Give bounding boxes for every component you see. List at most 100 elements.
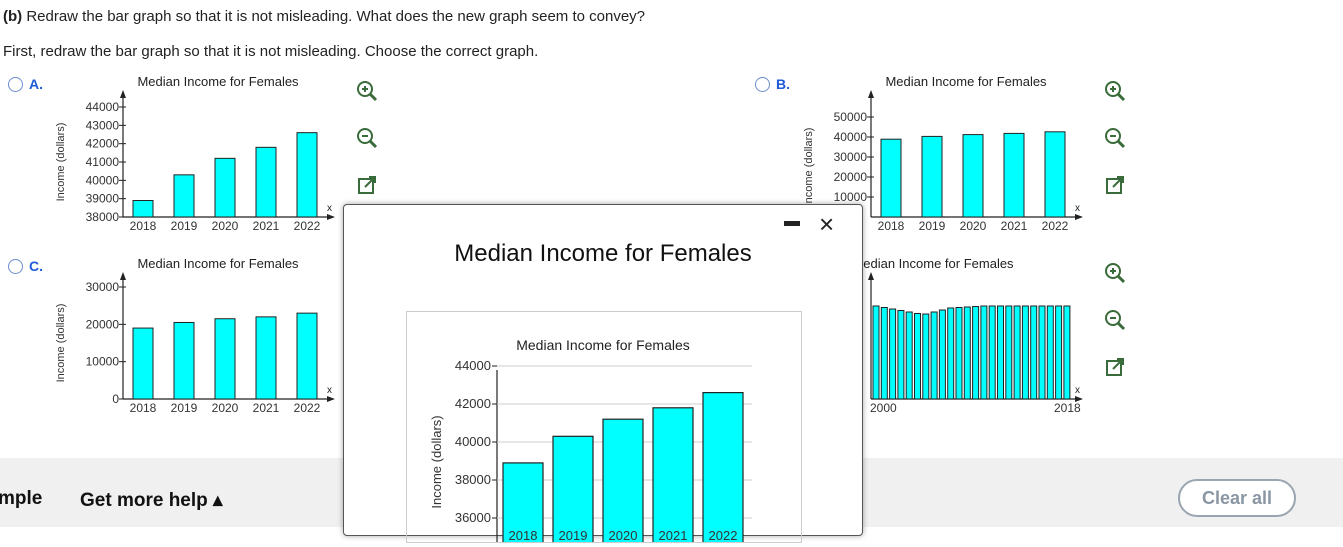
popup-bar bbox=[652, 407, 694, 547]
question-text: Redraw the bar graph so that it is not m… bbox=[26, 8, 646, 25]
y-tick-label: 39000 bbox=[86, 192, 120, 206]
popup-chart: Median Income for Females Income (dollars… bbox=[429, 337, 752, 547]
y-tick-label: 50000 bbox=[834, 110, 868, 124]
question-title: (b) Redraw the bar graph so that it is n… bbox=[3, 8, 645, 25]
x-tick-label: 2022 bbox=[1042, 219, 1069, 233]
clear-all-button[interactable]: Clear all bbox=[1178, 479, 1296, 517]
popout-icon[interactable] bbox=[1102, 354, 1128, 380]
bar bbox=[922, 313, 930, 400]
y-axis-label: Income (dollars) bbox=[55, 304, 67, 383]
bar bbox=[1021, 305, 1029, 400]
zoom-in-icon[interactable] bbox=[1102, 260, 1128, 286]
y-axis-arrow bbox=[868, 90, 874, 98]
bar bbox=[889, 308, 897, 400]
close-icon[interactable]: × bbox=[819, 209, 835, 239]
question-part: (b) bbox=[3, 8, 23, 25]
y-tick-label: 40000 bbox=[86, 173, 120, 187]
chart-title: Median Income for Females bbox=[885, 74, 1047, 89]
y-tick-label: 20000 bbox=[834, 170, 868, 184]
radio-b[interactable] bbox=[755, 76, 770, 92]
zoom-in-icon[interactable] bbox=[354, 78, 380, 104]
y-tick-label: 0 bbox=[112, 392, 119, 406]
option-b-label: B. bbox=[776, 76, 790, 92]
popup-x-tick-label: 2020 bbox=[609, 528, 638, 542]
y-axis-label: Income (dollars) bbox=[803, 128, 815, 207]
bar bbox=[1055, 305, 1063, 400]
chart-b-tools bbox=[1102, 78, 1130, 219]
x-axis-arrow bbox=[327, 214, 335, 220]
bar bbox=[872, 305, 880, 400]
x-axis-label: x bbox=[327, 385, 332, 396]
popup-y-tick-label: 40000 bbox=[455, 434, 491, 449]
bar bbox=[1005, 305, 1013, 400]
radio-c[interactable] bbox=[8, 258, 23, 274]
bar bbox=[296, 312, 318, 400]
x-tick-label: 2021 bbox=[253, 219, 280, 233]
bar bbox=[988, 305, 996, 400]
popup-bar bbox=[602, 418, 644, 547]
zoom-out-icon[interactable] bbox=[354, 125, 380, 151]
x-axis-arrow bbox=[327, 396, 335, 402]
option-b[interactable]: B. bbox=[755, 76, 790, 92]
get-more-help-button[interactable]: Get more help ▴ bbox=[80, 490, 223, 511]
y-tick-label: 10000 bbox=[834, 190, 868, 204]
popup-title: Median Income for Females bbox=[454, 240, 752, 267]
bar bbox=[296, 132, 318, 218]
x-tick-label: 2020 bbox=[960, 219, 987, 233]
chart-title: Median Income for Females bbox=[852, 256, 1014, 271]
x-tick-label: 2018 bbox=[130, 401, 157, 415]
bar bbox=[255, 146, 277, 218]
x-tick-label: 2020 bbox=[212, 219, 239, 233]
popout-icon[interactable] bbox=[354, 172, 380, 198]
chart-d-tools bbox=[1102, 260, 1130, 401]
bar bbox=[1063, 305, 1071, 400]
chart-b: Median Income for Females Income (dollars… bbox=[798, 72, 1098, 242]
chart-c: Median Income for Females Income (dollars… bbox=[50, 254, 350, 424]
popout-icon[interactable] bbox=[1102, 172, 1128, 198]
bar bbox=[214, 157, 236, 218]
bar bbox=[962, 134, 984, 218]
bar bbox=[214, 318, 236, 400]
bar bbox=[132, 327, 154, 400]
popup-y-tick-label: 44000 bbox=[455, 358, 491, 373]
x-axis-label: x bbox=[1075, 203, 1080, 214]
option-a[interactable]: A. bbox=[8, 76, 43, 92]
popup-x-tick-label: 2022 bbox=[709, 528, 738, 542]
y-tick-label: 30000 bbox=[86, 280, 120, 294]
popup-x-tick-label: 2019 bbox=[559, 528, 588, 542]
bar bbox=[997, 305, 1004, 400]
x-axis-label: x bbox=[1075, 385, 1080, 396]
y-tick-label: 42000 bbox=[86, 137, 120, 151]
bar bbox=[1030, 305, 1038, 400]
x-tick-label: 2022 bbox=[294, 219, 321, 233]
x-tick-label: 2018 bbox=[1054, 401, 1081, 415]
chart-popup-window: Median Income for Females × Median Incom… bbox=[343, 204, 863, 547]
bar bbox=[972, 306, 980, 400]
bar bbox=[980, 305, 988, 400]
y-tick-label: 43000 bbox=[86, 118, 120, 132]
view-example-link[interactable]: mple bbox=[0, 488, 43, 509]
popup-bar bbox=[552, 435, 594, 547]
y-tick-label: 30000 bbox=[834, 150, 868, 164]
minimize-icon[interactable] bbox=[784, 221, 800, 226]
x-tick-label: 2021 bbox=[253, 401, 280, 415]
x-axis-arrow bbox=[1075, 214, 1083, 220]
x-tick-label: 2022 bbox=[294, 401, 321, 415]
x-tick-label: 2020 bbox=[212, 401, 239, 415]
bar bbox=[1038, 305, 1046, 400]
zoom-out-icon[interactable] bbox=[1102, 307, 1128, 333]
option-c[interactable]: C. bbox=[8, 258, 43, 274]
zoom-out-icon[interactable] bbox=[1102, 125, 1128, 151]
x-tick-label: 2021 bbox=[1001, 219, 1028, 233]
bar bbox=[963, 306, 971, 400]
zoom-in-icon[interactable] bbox=[1102, 78, 1128, 104]
bar bbox=[897, 310, 905, 400]
popup-y-tick-label: 36000 bbox=[455, 510, 491, 525]
radio-a[interactable] bbox=[8, 76, 23, 92]
chart-title: Median Income for Females bbox=[137, 256, 299, 271]
bar bbox=[1046, 305, 1054, 400]
x-tick-label: 2018 bbox=[878, 219, 905, 233]
x-tick-label: 2019 bbox=[171, 401, 198, 415]
bar bbox=[947, 307, 955, 400]
instruction: First, redraw the bar graph so that it i… bbox=[3, 43, 539, 60]
